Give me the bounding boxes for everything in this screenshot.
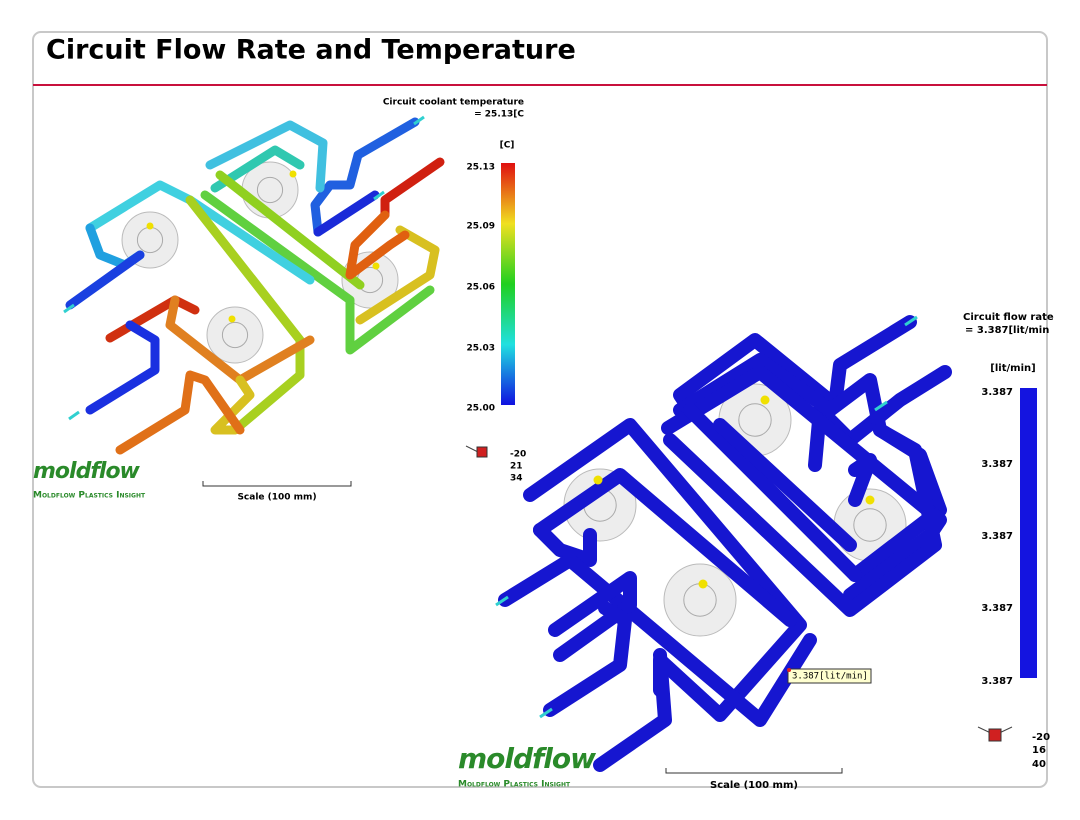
pipe (593, 648, 672, 772)
triad-cube (476, 446, 488, 458)
inlet-arrow (495, 595, 509, 607)
pipe (310, 117, 420, 237)
legend-tick-label: 3.387 (981, 676, 1013, 687)
inlet-arrow (874, 400, 888, 412)
scale-label: Scale (100 mm) (237, 493, 316, 503)
pipe (713, 418, 857, 552)
gate (289, 170, 297, 178)
pipe (661, 365, 947, 602)
scale-bar (202, 481, 352, 487)
inlet-arrow (413, 115, 425, 126)
inlet-arrow (539, 707, 553, 719)
pipe (185, 195, 305, 435)
legend-unit: [C] (500, 141, 515, 151)
legend-tick-label: 3.387 (981, 387, 1013, 398)
triad-label: 21 (510, 462, 523, 472)
pipe (355, 225, 440, 325)
legend-ticks: 3.387 3.387 3.387 3.387 3.387 (981, 387, 1013, 687)
cavity-part (221, 321, 249, 349)
pipe (205, 120, 328, 193)
pipe (200, 190, 435, 355)
logo-subtitle: Moldflow Plastics Insight (458, 780, 571, 790)
cavity-part (853, 508, 887, 542)
legend-tick-label: 3.387 (981, 603, 1013, 614)
pipe (165, 295, 315, 385)
logo: moldflow (33, 459, 141, 484)
pipe (85, 180, 315, 285)
inlet-arrow (63, 303, 75, 314)
cavity-part (738, 403, 772, 437)
pipe (345, 210, 410, 280)
probe-point (787, 668, 791, 672)
triad-label: 40 (1032, 759, 1046, 770)
pipe (115, 370, 245, 455)
gate (760, 395, 770, 405)
pipe (683, 403, 862, 582)
result-value: = 3.387[lit/min (965, 325, 1049, 336)
result-title: Circuit coolant temperature (383, 98, 524, 108)
triad-label: 34 (510, 474, 523, 484)
gate (372, 262, 380, 270)
axis-triad (465, 445, 488, 458)
logo-subtitle: Moldflow Plastics Insight (33, 491, 146, 501)
triad-label: -20 (1032, 732, 1050, 743)
pipe (85, 320, 160, 415)
slide-frame (32, 31, 1048, 788)
pipe (673, 315, 917, 417)
gate (865, 495, 875, 505)
pipe (533, 468, 797, 627)
scale-bar (665, 768, 843, 774)
legend-tick-label: 25.03 (467, 344, 495, 354)
pipe (65, 250, 145, 310)
result-value: = 25.13[C (474, 110, 524, 120)
gate (593, 475, 603, 485)
right-model (495, 315, 952, 772)
tooltip-text: 3.387[lit/min] (792, 672, 868, 682)
pipe (673, 353, 947, 582)
legend-unit: [lit/min] (990, 363, 1035, 374)
legend-tick-label: 25.13 (467, 163, 495, 173)
cavity-part (663, 563, 737, 637)
logo: moldflow (458, 742, 596, 775)
cavity-part (206, 306, 264, 364)
pipe (313, 190, 380, 237)
axis-triad (977, 726, 1013, 742)
color-bar (501, 163, 515, 405)
inlet-arrow (373, 190, 385, 201)
legend-tick-label: 25.09 (467, 222, 495, 232)
triad-label: -20 (510, 450, 526, 460)
result-title: Circuit flow rate (963, 312, 1054, 323)
pipe (380, 157, 445, 220)
legend-tick-label: 25.00 (467, 404, 495, 414)
cavity-part (563, 468, 637, 542)
scale-label: Scale (100 mm) (710, 780, 798, 791)
gate (228, 315, 236, 323)
legend-tick-label: 25.06 (467, 283, 495, 293)
pipe (663, 423, 942, 617)
pipe (210, 145, 305, 193)
slide-title: Circuit Flow Rate and Temperature (46, 35, 576, 66)
pipe (533, 523, 597, 567)
triad-label: 16 (1032, 745, 1046, 756)
color-bar (1020, 388, 1037, 678)
pipe (498, 553, 817, 727)
cavity-part (256, 176, 284, 204)
legend-tick-label: 3.387 (981, 531, 1013, 542)
pipe (215, 170, 365, 290)
inlet-arrow (904, 315, 918, 327)
triad-cube (988, 728, 1002, 742)
legend-tick-label: 3.387 (981, 459, 1013, 470)
legend-ticks: 25.13 25.09 25.06 25.03 25.00 (467, 163, 495, 414)
pipe (543, 601, 632, 717)
left-model (63, 115, 445, 455)
inlet-arrow (68, 410, 80, 421)
tooltip-box (787, 668, 872, 684)
pipe (848, 453, 877, 507)
gate (698, 579, 708, 589)
gate (146, 222, 154, 230)
pipe (548, 571, 637, 662)
